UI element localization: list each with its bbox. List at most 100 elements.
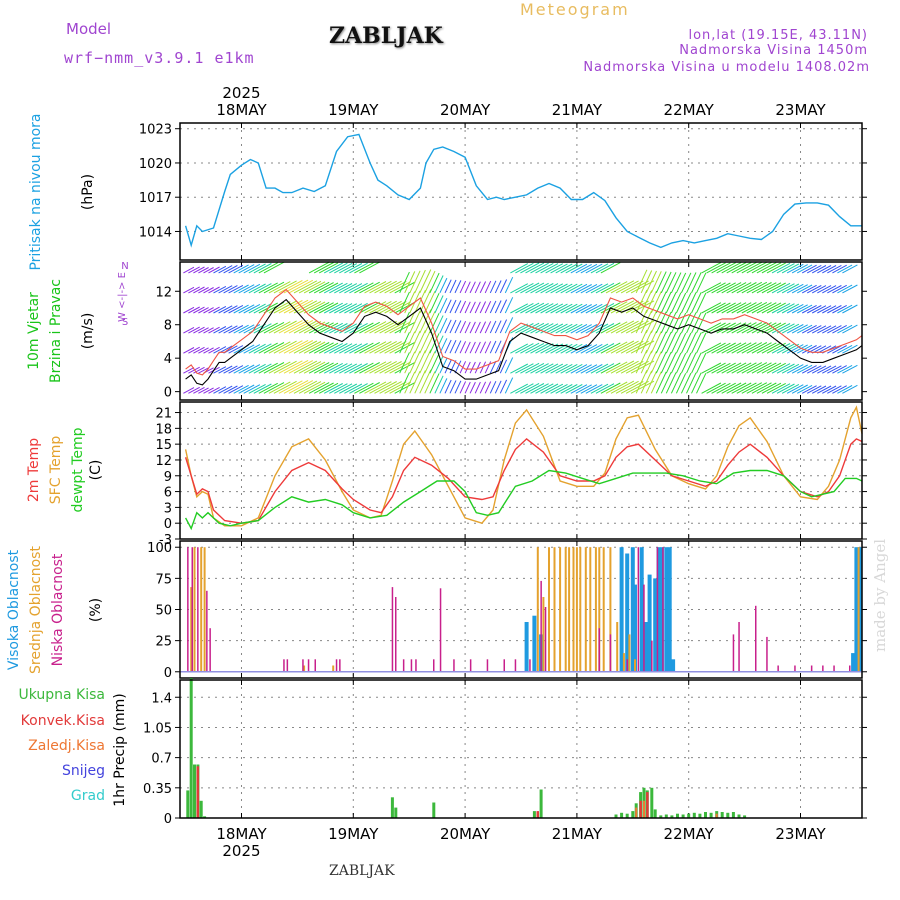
wind-arrow (183, 266, 195, 274)
cloud-bar (536, 547, 539, 672)
cloud-bar (514, 659, 517, 672)
wind-arrow (479, 381, 487, 394)
wind-arrow (645, 310, 657, 334)
x-tick-label-bottom: 18MAY (216, 825, 267, 843)
precip-bar (186, 790, 190, 818)
wind-arrow (439, 358, 448, 374)
wind-arrow (525, 302, 545, 314)
wind-arrow (680, 352, 692, 374)
wind-arrow (675, 292, 687, 314)
wind-arrow (630, 360, 655, 374)
wind-arrow (655, 331, 667, 354)
wind-arrow (349, 302, 368, 314)
precip-bar (532, 811, 536, 818)
wind-arrow (796, 284, 813, 294)
wind-arrow (640, 370, 653, 394)
wind-arrow (580, 384, 598, 394)
wind-arrow (238, 364, 255, 374)
wind-arrow (394, 381, 416, 394)
precip-bar (659, 815, 663, 818)
model-elevation-text: Nadmorska Visina u modelu 1408.02m (583, 60, 870, 75)
wind-arrow (218, 285, 233, 294)
wind-arrow (565, 263, 583, 274)
wind-arrow (389, 281, 412, 294)
wind-arrow (484, 381, 492, 394)
wind-arrow (545, 283, 564, 294)
wind-arrow (193, 386, 205, 394)
wind-arrow (716, 302, 736, 314)
wind-arrow (766, 322, 786, 334)
wind-arrow (318, 322, 339, 334)
wind-arrow (575, 324, 592, 334)
wind-arrow (188, 306, 200, 314)
wind-arrow (334, 343, 353, 354)
wind-arrow (570, 303, 588, 314)
wind-arrow (801, 365, 817, 374)
wind-arrow (530, 282, 549, 294)
wind-arrow (580, 303, 598, 314)
wind-arrow (344, 303, 363, 314)
wind-arrow (827, 264, 842, 274)
wind-arrow (334, 283, 353, 294)
x-tick-label-bottom: 19MAY (328, 825, 379, 843)
wind-arrow (525, 383, 545, 394)
wind-arrow (369, 361, 392, 374)
wind-arrow (499, 359, 508, 374)
wind-arrow (298, 341, 322, 354)
wind-arrow (439, 378, 448, 394)
wind-arrow (741, 382, 763, 394)
wind-arrow (439, 277, 448, 294)
wind-arrow (610, 280, 635, 294)
wind-arrow (414, 350, 426, 374)
wind-arrow (716, 282, 736, 294)
wind-arrow (434, 315, 444, 334)
wind-arrow (786, 283, 804, 294)
y-tick-label: 25 (155, 635, 172, 650)
wind-arrow (313, 262, 334, 274)
wind-arrow (806, 285, 822, 294)
wind-arrow (736, 282, 757, 294)
wind-arrow (459, 300, 467, 314)
y-tick-label: 3 (164, 501, 172, 516)
wind-arrow (238, 284, 255, 294)
wind-arrow (615, 360, 639, 374)
wind-arrow (721, 282, 742, 294)
cloud-bar (548, 547, 550, 672)
wind-arrow (786, 324, 804, 334)
wind-arrow (691, 372, 702, 394)
wind-arrow (329, 282, 348, 294)
wind-arrow (660, 291, 672, 314)
wind-arrow (610, 300, 635, 314)
axis-label: Brzina i Pravac (48, 279, 64, 383)
wind-arrow (293, 340, 318, 354)
sfc-temp-line (184, 405, 863, 527)
wind-arrow (535, 303, 554, 314)
wind-arrow (253, 323, 272, 334)
wind-arrow (660, 271, 672, 294)
wind-arrow (233, 324, 249, 334)
wind-arrow (635, 289, 648, 314)
wind-arrow (318, 342, 339, 354)
wind-arrow (444, 359, 452, 374)
cloud-bar (598, 628, 600, 672)
wind-arrow (339, 283, 358, 294)
wind-arrow (665, 272, 677, 294)
precip-bar (720, 812, 724, 818)
wind-arrow (670, 312, 682, 334)
cloud-bar (594, 547, 597, 672)
wind-arrow (520, 342, 540, 354)
wind-arrow (359, 261, 380, 274)
wind-arrow (706, 302, 726, 314)
wind-arrow (811, 325, 827, 334)
cloud-bar (738, 622, 740, 672)
wind-arrow (575, 263, 592, 274)
wind-arrow (736, 302, 757, 314)
wind-arrow (550, 263, 568, 274)
wind-arrow (203, 387, 214, 394)
y-tick-label: 75 (155, 572, 172, 587)
wind-arrow (555, 283, 573, 294)
wind-arrow (263, 362, 285, 374)
wind-arrow (323, 342, 343, 354)
wind-arrow (545, 323, 564, 334)
